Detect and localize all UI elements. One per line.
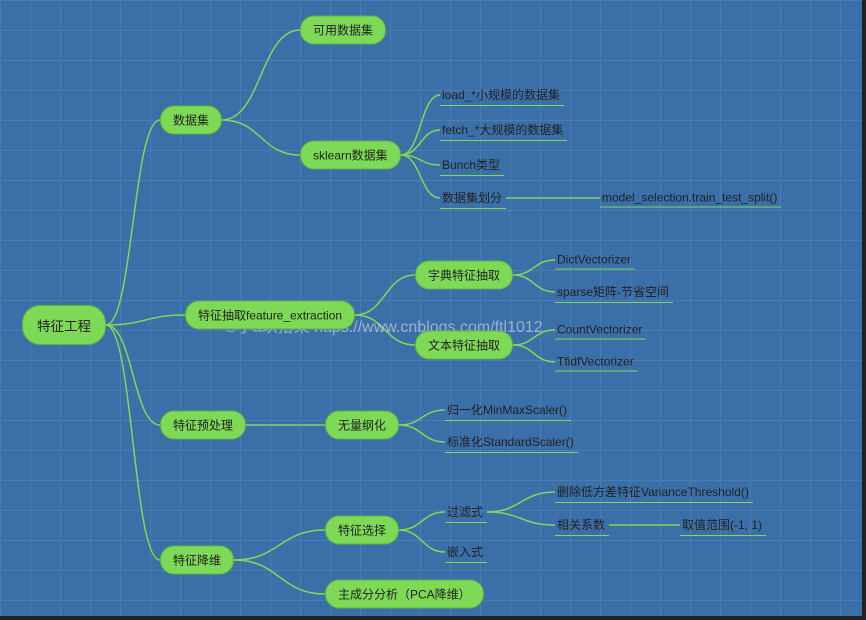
edge-n4a-n4a1: [399, 512, 445, 530]
leaf-n4a1b1[interactable]: 取值范围(-1, 1): [680, 514, 766, 536]
node-n1[interactable]: 数据集: [160, 106, 222, 135]
edge-n4-n4b: [234, 560, 325, 594]
leaf-n4a1a[interactable]: 删除低方差特征VarianceThreshold(): [555, 481, 753, 503]
node-n3a[interactable]: 无量纲化: [325, 411, 399, 440]
edge-n1b-n1b3: [401, 155, 440, 165]
leaf-n1b4[interactable]: 数据集划分: [440, 187, 506, 209]
leaf-n2b2[interactable]: TfidfVectorizer: [555, 353, 638, 372]
node-n3[interactable]: 特征预处理: [160, 411, 246, 440]
edge-n2a-n2a2: [513, 275, 555, 292]
edge-n2b-n2b2: [513, 345, 555, 362]
leaf-n2a2[interactable]: sparse矩阵-节省空间: [555, 281, 673, 303]
node-n2[interactable]: 特征抽取feature_extraction: [185, 301, 355, 330]
edge-n4a1-n4a1b: [487, 512, 555, 525]
leaf-n4a2[interactable]: 嵌入式: [445, 541, 487, 563]
edge-root-n4: [106, 325, 160, 560]
edge-n2b-n2b1: [513, 330, 555, 345]
edge-n4a1-n4a1a: [487, 492, 555, 512]
leaf-n2a1[interactable]: DictVectorizer: [555, 251, 635, 270]
edge-root-n1: [106, 120, 160, 325]
leaf-n1b3[interactable]: Bunch类型: [440, 154, 504, 176]
edge-n4-n4a: [234, 530, 325, 560]
node-n4[interactable]: 特征降维: [160, 546, 234, 575]
edge-n2-n2a: [355, 275, 415, 315]
root-node[interactable]: 特征工程: [22, 305, 106, 345]
edge-root-n3: [106, 325, 160, 425]
edge-n4a-n4a2: [399, 530, 445, 552]
edge-n3a-n3a2: [399, 425, 445, 442]
edge-n1-n1a: [222, 30, 300, 120]
node-n2b[interactable]: 文本特征抽取: [415, 331, 513, 360]
node-n4a[interactable]: 特征选择: [325, 516, 399, 545]
edge-n1b-n1b4: [401, 155, 440, 198]
node-n1a[interactable]: 可用数据集: [300, 16, 386, 45]
edge-n1b-n1b1: [401, 95, 440, 155]
edge-n1-n1b: [222, 120, 300, 155]
node-n1b[interactable]: sklearn数据集: [300, 141, 401, 170]
edge-n3a-n3a1: [399, 410, 445, 425]
edge-n1b-n1b2: [401, 130, 440, 155]
leaf-n1b2[interactable]: fetch_*大规模的数据集: [440, 119, 567, 141]
leaf-n3a2[interactable]: 标准化StandardScaler(): [445, 431, 578, 453]
leaf-n3a1[interactable]: 归一化MinMaxScaler(): [445, 399, 571, 421]
leaf-n1b4a[interactable]: model_selection.train_test_split(): [600, 189, 781, 208]
node-n2a[interactable]: 字典特征抽取: [415, 261, 513, 290]
leaf-n1b1[interactable]: load_*小规模的数据集: [440, 84, 564, 106]
leaf-n4a1[interactable]: 过滤式: [445, 501, 487, 523]
edge-n2a-n2a1: [513, 260, 555, 275]
mindmap-canvas: ©小a玖拾柒 https://www.cnblogs.com/ftl1012 特…: [0, 0, 866, 620]
edge-n2-n2b: [355, 315, 415, 345]
node-n4b[interactable]: 主成分分析（PCA降维）: [325, 580, 484, 609]
leaf-n4a1b[interactable]: 相关系数: [555, 514, 609, 536]
leaf-n2b1[interactable]: CountVectorizer: [555, 321, 646, 340]
edge-root-n2: [106, 315, 185, 325]
